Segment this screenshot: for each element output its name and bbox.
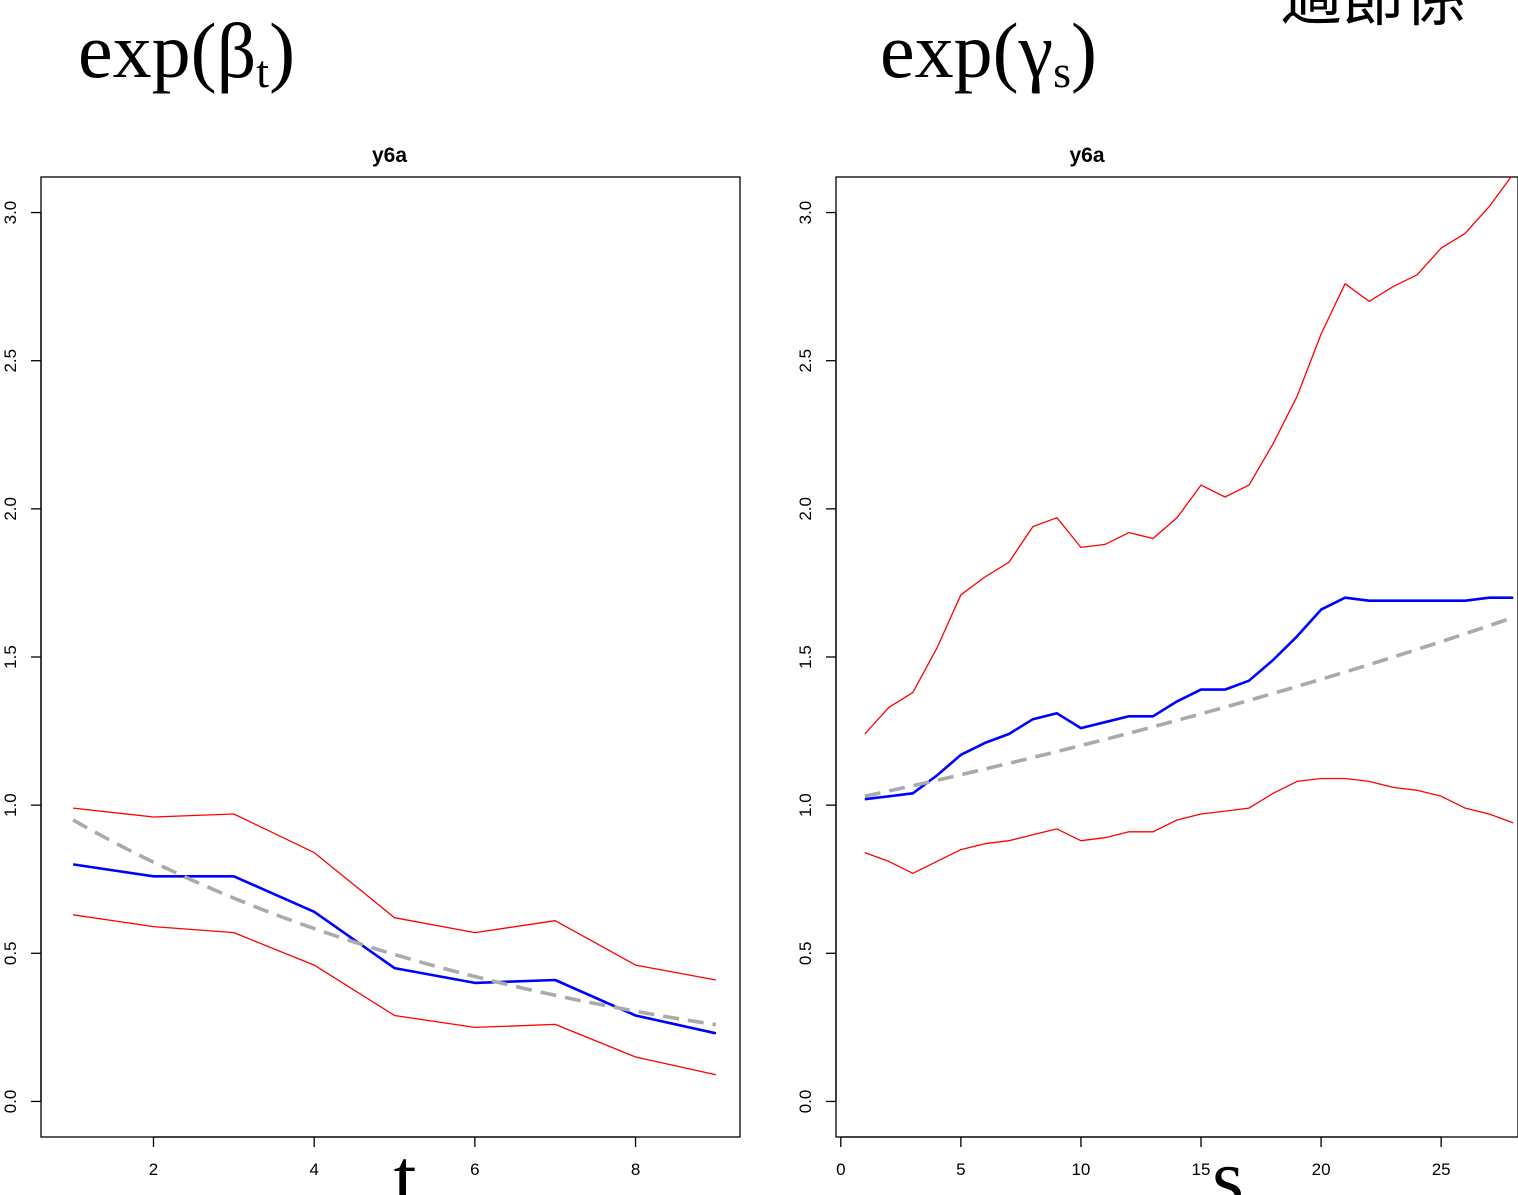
panel-1: y6a 0.0 0.5 1.0 1.5 2.0 2.5 3.0 2 4 6 8 t [1,144,741,1195]
plot-title: y6a [372,144,407,167]
y-tick-label: 0.5 [1,941,20,965]
y-tick-label: 2.0 [796,497,815,521]
left-heading-subscript: t [256,46,270,97]
x-axis-label: t [394,1132,417,1195]
series-lower-line [73,914,717,1076]
x-tick-label: 6 [470,1160,479,1179]
x-tick-label: 10 [1071,1160,1090,1179]
y-tick-label: 3.0 [796,201,815,225]
right-heading-close: ) [1070,7,1097,94]
x-axis-label: s [1212,1132,1244,1195]
y-tick-label: 2.5 [1,349,20,373]
left-heading-base: exp(β [78,7,257,94]
corner-text: 適節係 [1280,0,1466,38]
plot-frame [835,176,1518,1138]
series-lower-line [864,777,1514,874]
right-heading-subscript: s [1053,46,1071,97]
x-tick-label: 25 [1432,1160,1451,1179]
series-estimate-line [72,863,717,1035]
series-trend-line [72,818,717,1027]
left-heading-close: ) [269,7,296,94]
x-tick-label: 15 [1192,1160,1211,1179]
series-upper-line [864,177,1512,735]
x-tick-label: 5 [956,1160,965,1179]
series-group [72,807,717,1076]
panel-2: y6a 0.0 0.5 1.0 1.5 2.0 2.5 3.0 0 5 10 15 20 25 s [796,144,1518,1195]
y-tick-label: 2.0 [1,497,20,521]
y-tick-label: 2.5 [796,349,815,373]
x-tick-label: 20 [1312,1160,1331,1179]
right-heading-base: exp(γ [880,7,1054,94]
y-tick-label: 0.0 [796,1090,815,1114]
y-tick-label: 1.5 [796,645,815,669]
x-tick-label: 4 [309,1160,318,1179]
y-tick-label: 1.0 [796,793,815,817]
y-tick-label: 1.0 [1,793,20,817]
y-tick-label: 0.5 [796,941,815,965]
right-panel-heading: exp(γs) [880,12,1097,95]
y-tick-label: 0.0 [1,1090,20,1114]
series-group [864,177,1514,874]
x-tick-label: 2 [149,1160,158,1179]
x-tick-label: 0 [836,1160,845,1179]
left-panel-heading: exp(βt) [78,12,295,95]
plot-frame [40,176,741,1138]
series-upper-line [73,807,717,981]
x-tick-label: 8 [631,1160,640,1179]
series-trend-line [864,615,1514,799]
y-tick-label: 3.0 [1,201,20,225]
series-estimate-line [864,596,1514,801]
y-tick-label: 1.5 [1,645,20,669]
plot-title: y6a [1069,144,1104,167]
